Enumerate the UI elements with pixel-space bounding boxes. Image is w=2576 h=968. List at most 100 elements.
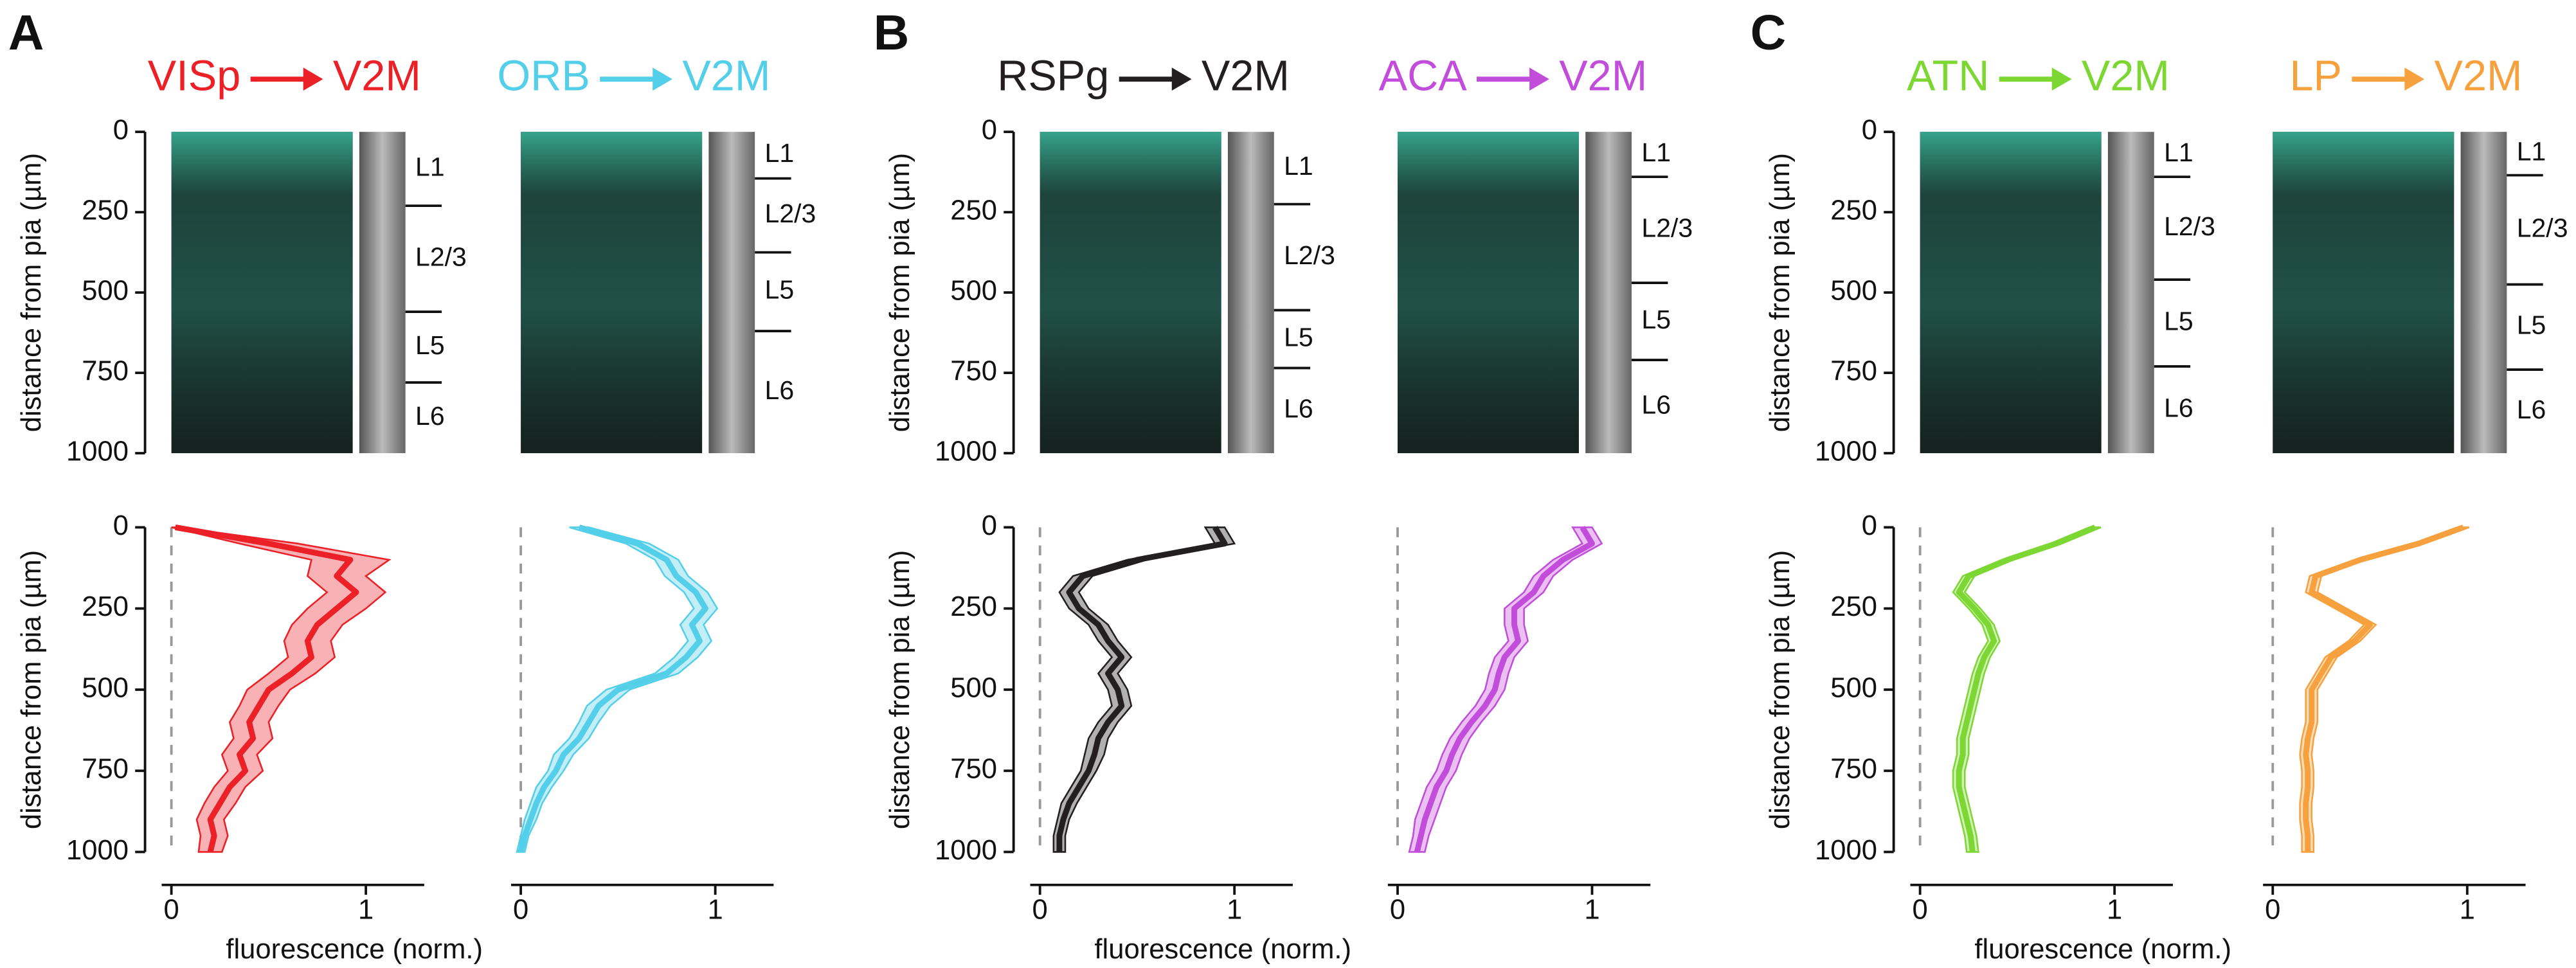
title-source: ORB [497,53,590,100]
layer-strip [2460,132,2507,454]
error-band [2299,526,2470,853]
layer-label: L6 [2517,395,2546,424]
mean-line [1414,526,1595,853]
y-tick-label: 0 [113,510,129,541]
x-tick-label: 0 [2265,894,2280,925]
title-source: ACA [1379,53,1468,100]
y-tick-label: 250 [950,195,997,226]
layer-strip [359,132,406,454]
x-axis-label: fluorescence (norm.) [1094,934,1351,965]
mean-line [174,524,359,853]
x-axis-label: fluorescence (norm.) [1974,934,2231,965]
panel-label: A [8,5,44,60]
layer-label: L1 [1641,138,1671,167]
layer-label: L2/3 [415,242,467,271]
layer-label: L6 [1641,390,1671,419]
y-tick-label: 750 [82,754,129,785]
microscopy-glow [1920,132,2102,454]
error-band [1408,526,1603,853]
y-tick-label: 750 [82,356,129,387]
layer-label: L6 [1284,394,1313,424]
x-tick-label: 0 [1032,894,1048,925]
mean-line [2303,524,2465,852]
y-tick-label: 500 [1830,672,1877,703]
layer-label: L2/3 [1641,213,1693,242]
layer-label: L2/3 [1284,240,1335,270]
layer-label: L6 [2164,393,2193,422]
title-source: LP [2289,53,2342,100]
x-tick-label: 0 [1913,894,1928,925]
x-tick-label: 1 [1227,894,1242,925]
layer-label: L5 [415,330,445,360]
y-tick-label: 250 [1830,195,1877,226]
y-tick-label: 0 [1862,510,1877,541]
layer-label: L2/3 [2517,213,2568,242]
y-tick-label: 750 [950,356,997,387]
x-tick-label: 1 [2460,894,2475,925]
title-arrowhead [2051,67,2072,91]
y-tick-label: 1000 [66,436,129,467]
y-axis-label: distance from pia (µm) [16,550,47,829]
y-tick-label: 1000 [935,436,997,467]
y-axis-label: distance from pia (µm) [16,153,47,432]
title-arrowhead [1171,67,1192,91]
y-tick-label: 750 [1830,754,1877,785]
layer-label: L2/3 [765,199,816,228]
y-axis-label: distance from pia (µm) [885,550,915,829]
y-tick-label: 250 [82,195,129,226]
x-tick-label: 0 [1390,894,1405,925]
y-axis-label: distance from pia (µm) [1765,550,1796,829]
title-source: ATN [1907,53,1989,100]
y-tick-label: 0 [982,115,997,146]
x-tick-label: 0 [513,894,528,925]
layer-label: L5 [1641,305,1671,334]
title-target: V2M [682,53,770,100]
layer-label: L1 [415,152,445,181]
x-tick-label: 0 [163,894,179,925]
microscopy-glow [171,132,353,454]
x-tick-label: 1 [708,894,723,925]
layer-strip [2107,132,2154,454]
title-target: V2M [1559,53,1647,100]
layer-label: L5 [2164,306,2193,336]
title-arrowhead [1529,67,1549,91]
y-axis-label: distance from pia (µm) [1765,153,1796,432]
microscopy-glow [1040,132,1221,454]
y-tick-label: 0 [982,510,997,541]
layer-strip [1585,132,1632,454]
title-arrowhead [2404,67,2425,91]
x-axis-label: fluorescence (norm.) [226,934,483,965]
layer-label: L1 [1284,151,1313,181]
layer-label: L6 [765,375,795,405]
title-source: RSPg [997,53,1109,100]
mean-line [518,524,708,853]
microscopy-glow [1397,132,1579,454]
y-tick-label: 250 [950,591,997,622]
y-tick-label: 500 [950,276,997,307]
y-tick-label: 1000 [1815,436,1877,467]
y-tick-label: 750 [950,754,997,785]
x-tick-label: 1 [358,894,374,925]
layer-label: L5 [765,275,795,305]
layer-strip [1227,132,1274,454]
layer-label: L5 [1284,322,1313,352]
layer-label: L6 [415,401,445,431]
title-arrowhead [653,67,672,91]
x-tick-label: 1 [2107,894,2122,925]
y-tick-label: 250 [82,591,129,622]
mean-line [1956,524,2096,852]
y-tick-label: 750 [1830,356,1877,387]
layer-label: L1 [2164,138,2193,167]
x-tick-label: 1 [1584,894,1599,925]
y-tick-label: 1000 [935,835,997,866]
panel-label: C [1751,5,1787,60]
title-target: V2M [2082,53,2170,100]
panel-label: B [874,5,910,60]
mean-line [1056,526,1228,852]
layer-strip [708,132,755,454]
y-tick-label: 1000 [66,835,129,866]
title-target: V2M [2435,53,2523,100]
y-tick-label: 500 [1830,276,1877,307]
microscopy-glow [2273,132,2454,454]
